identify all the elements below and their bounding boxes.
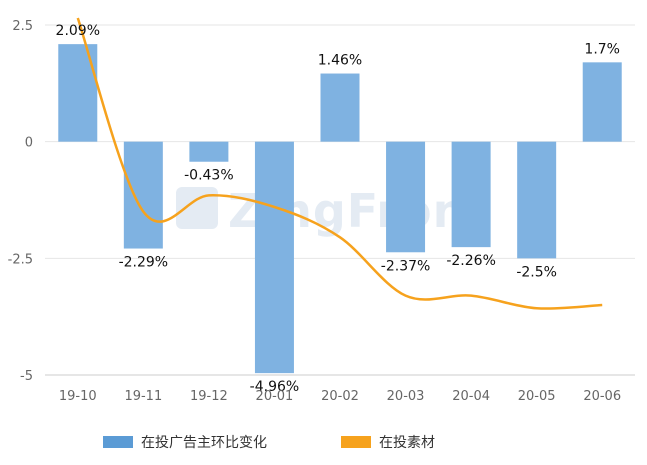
legend-swatch (103, 436, 133, 448)
bar (517, 141, 557, 259)
legend: 在投广告主环比变化 在投素材 (103, 435, 435, 451)
bar (320, 73, 360, 142)
line-series (76, 17, 603, 310)
data-label: -2.29% (119, 255, 169, 271)
data-labels: 2.09% -2.29% -0.43% -4.96% 1.46% -2.37% -2.26%… (56, 23, 620, 395)
x-axis: 19-10 19-11 19-12 20-01 20-02 20-03 20-04 20-05… (59, 389, 621, 404)
bar (451, 141, 491, 248)
bar-series (58, 44, 622, 374)
x-tick-label: 19-11 (124, 389, 162, 404)
line-path (76, 17, 603, 310)
data-label: -4.96% (250, 379, 300, 395)
data-label: 1.7% (584, 41, 620, 57)
bar (254, 141, 294, 374)
y-tick-label: -2.5 (8, 252, 33, 267)
data-label: 2.09% (56, 23, 100, 39)
x-tick-label: 20-02 (321, 389, 359, 404)
y-axis: 2.5 0 -2.5 -5 (8, 19, 33, 384)
data-label: -2.5% (516, 264, 557, 280)
legend-label: 在投广告主环比变化 (141, 435, 267, 451)
y-tick-label: 0 (25, 136, 33, 151)
bar (123, 141, 163, 249)
data-label: -2.26% (446, 253, 496, 269)
x-tick-label: 20-05 (518, 389, 556, 404)
x-tick-label: 20-06 (583, 389, 621, 404)
x-tick-label: 20-01 (256, 389, 294, 404)
bar (58, 44, 98, 142)
legend-label: 在投素材 (379, 435, 435, 451)
bar (386, 141, 426, 253)
bar (582, 62, 622, 142)
x-tick-label: 20-04 (452, 389, 490, 404)
x-tick-label: 19-12 (190, 389, 228, 404)
data-label: -2.37% (381, 258, 431, 274)
y-tick-label: -5 (20, 369, 33, 384)
watermark: ZingFront (176, 184, 488, 238)
data-label: 1.46% (318, 53, 362, 69)
x-tick-label: 20-03 (387, 389, 425, 404)
x-tick-label: 19-10 (59, 389, 97, 404)
legend-swatch (341, 436, 371, 448)
bar (189, 141, 229, 162)
y-tick-label: 2.5 (12, 19, 33, 34)
data-label: -0.43% (184, 168, 234, 184)
